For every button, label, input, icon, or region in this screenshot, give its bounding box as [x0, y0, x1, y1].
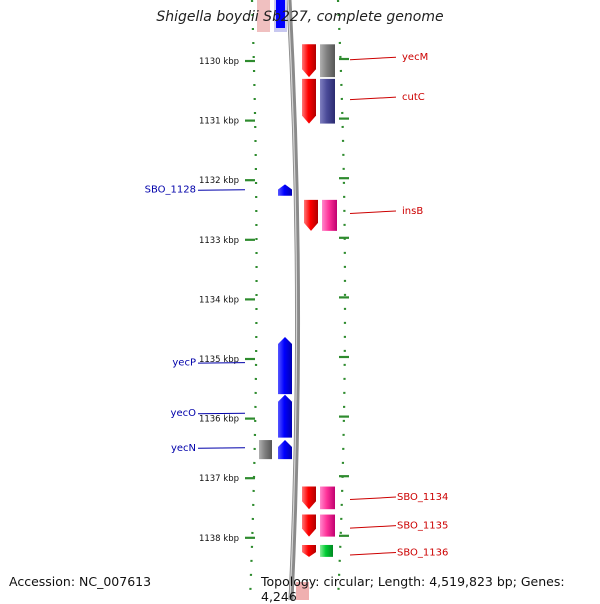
reverse-gene-label: yecN	[171, 443, 196, 454]
reverse-gene-label: yecO	[171, 408, 197, 419]
reverse-gene-arrow	[278, 336, 292, 395]
reverse-label-leader	[197, 189, 246, 191]
forward-gene-label: yecM	[402, 52, 428, 63]
ruler-label: 1137 kbp	[199, 474, 239, 484]
genome-backbone	[286, 0, 301, 600]
reverse-label-leader	[197, 447, 246, 449]
ruler-label: 1135 kbp	[199, 355, 239, 365]
ruler-label: 1131 kbp	[199, 117, 239, 127]
forward-label-leader	[349, 551, 397, 556]
reverse-label-leader	[197, 362, 246, 364]
reverse-label-leader	[197, 412, 246, 415]
edge-feature-top-left	[257, 0, 270, 32]
reverse-gene-label: SBO_1128	[145, 185, 196, 196]
forward-gene-arrow	[302, 544, 316, 557]
forward-feature-box	[320, 78, 335, 124]
reverse-feature-box	[259, 440, 272, 460]
forward-feature-box	[320, 486, 335, 510]
edge-feature-bottom	[296, 582, 309, 600]
forward-gene-label: SBO_1135	[397, 521, 448, 532]
forward-gene-arrow	[302, 486, 316, 510]
ruler-label: 1138 kbp	[199, 534, 239, 544]
reverse-gene-arrow	[278, 440, 292, 460]
reverse-gene-arrow	[278, 394, 292, 438]
left-dotted-ring	[248, 0, 258, 600]
forward-label-leader	[349, 96, 397, 101]
forward-label-leader	[349, 525, 397, 529]
genome-title: Shigella boydii Sb227, complete genome	[156, 9, 444, 25]
forward-feature-box	[322, 199, 337, 231]
ruler-label: 1130 kbp	[199, 57, 239, 67]
forward-feature-box	[320, 44, 335, 78]
forward-gene-arrow	[302, 514, 316, 537]
forward-feature-box	[320, 514, 335, 537]
ruler-label: 1132 kbp	[199, 176, 239, 186]
genome-backbone-highlight	[287, 0, 298, 600]
ruler-label: 1133 kbp	[199, 236, 239, 246]
feature-track	[259, 44, 337, 557]
forward-feature-box	[320, 544, 333, 557]
reverse-gene-label: yecP	[172, 358, 196, 369]
forward-gene-label: cutC	[402, 92, 425, 103]
forward-gene-arrow	[302, 78, 316, 124]
forward-label-leader	[349, 496, 397, 501]
edge-feature-top-blue	[276, 0, 285, 28]
reverse-gene-arrow	[278, 184, 292, 196]
forward-gene-label: SBO_1134	[397, 492, 448, 503]
right-dotted-ring	[336, 0, 347, 600]
ruler-label: 1134 kbp	[199, 295, 239, 305]
feature-labels: yecM cutC insB SBO_1134 SBO_1135 SBO_1136 SBO_…	[145, 52, 449, 558]
forward-label-leader	[349, 56, 397, 61]
accession-text: Accession: NC_007613	[9, 574, 152, 589]
forward-gene-label: insB	[402, 206, 423, 217]
forward-gene-arrow	[304, 199, 318, 231]
forward-label-leader	[349, 210, 397, 214]
ruler-label: 1136 kbp	[199, 415, 239, 425]
kbp-ruler: 1130 kbp 1131 kbp 1132 kbp 1133 kbp 1134 kbp…	[199, 57, 349, 544]
forward-gene-label: SBO_1136	[397, 547, 448, 558]
forward-gene-arrow	[302, 44, 316, 78]
